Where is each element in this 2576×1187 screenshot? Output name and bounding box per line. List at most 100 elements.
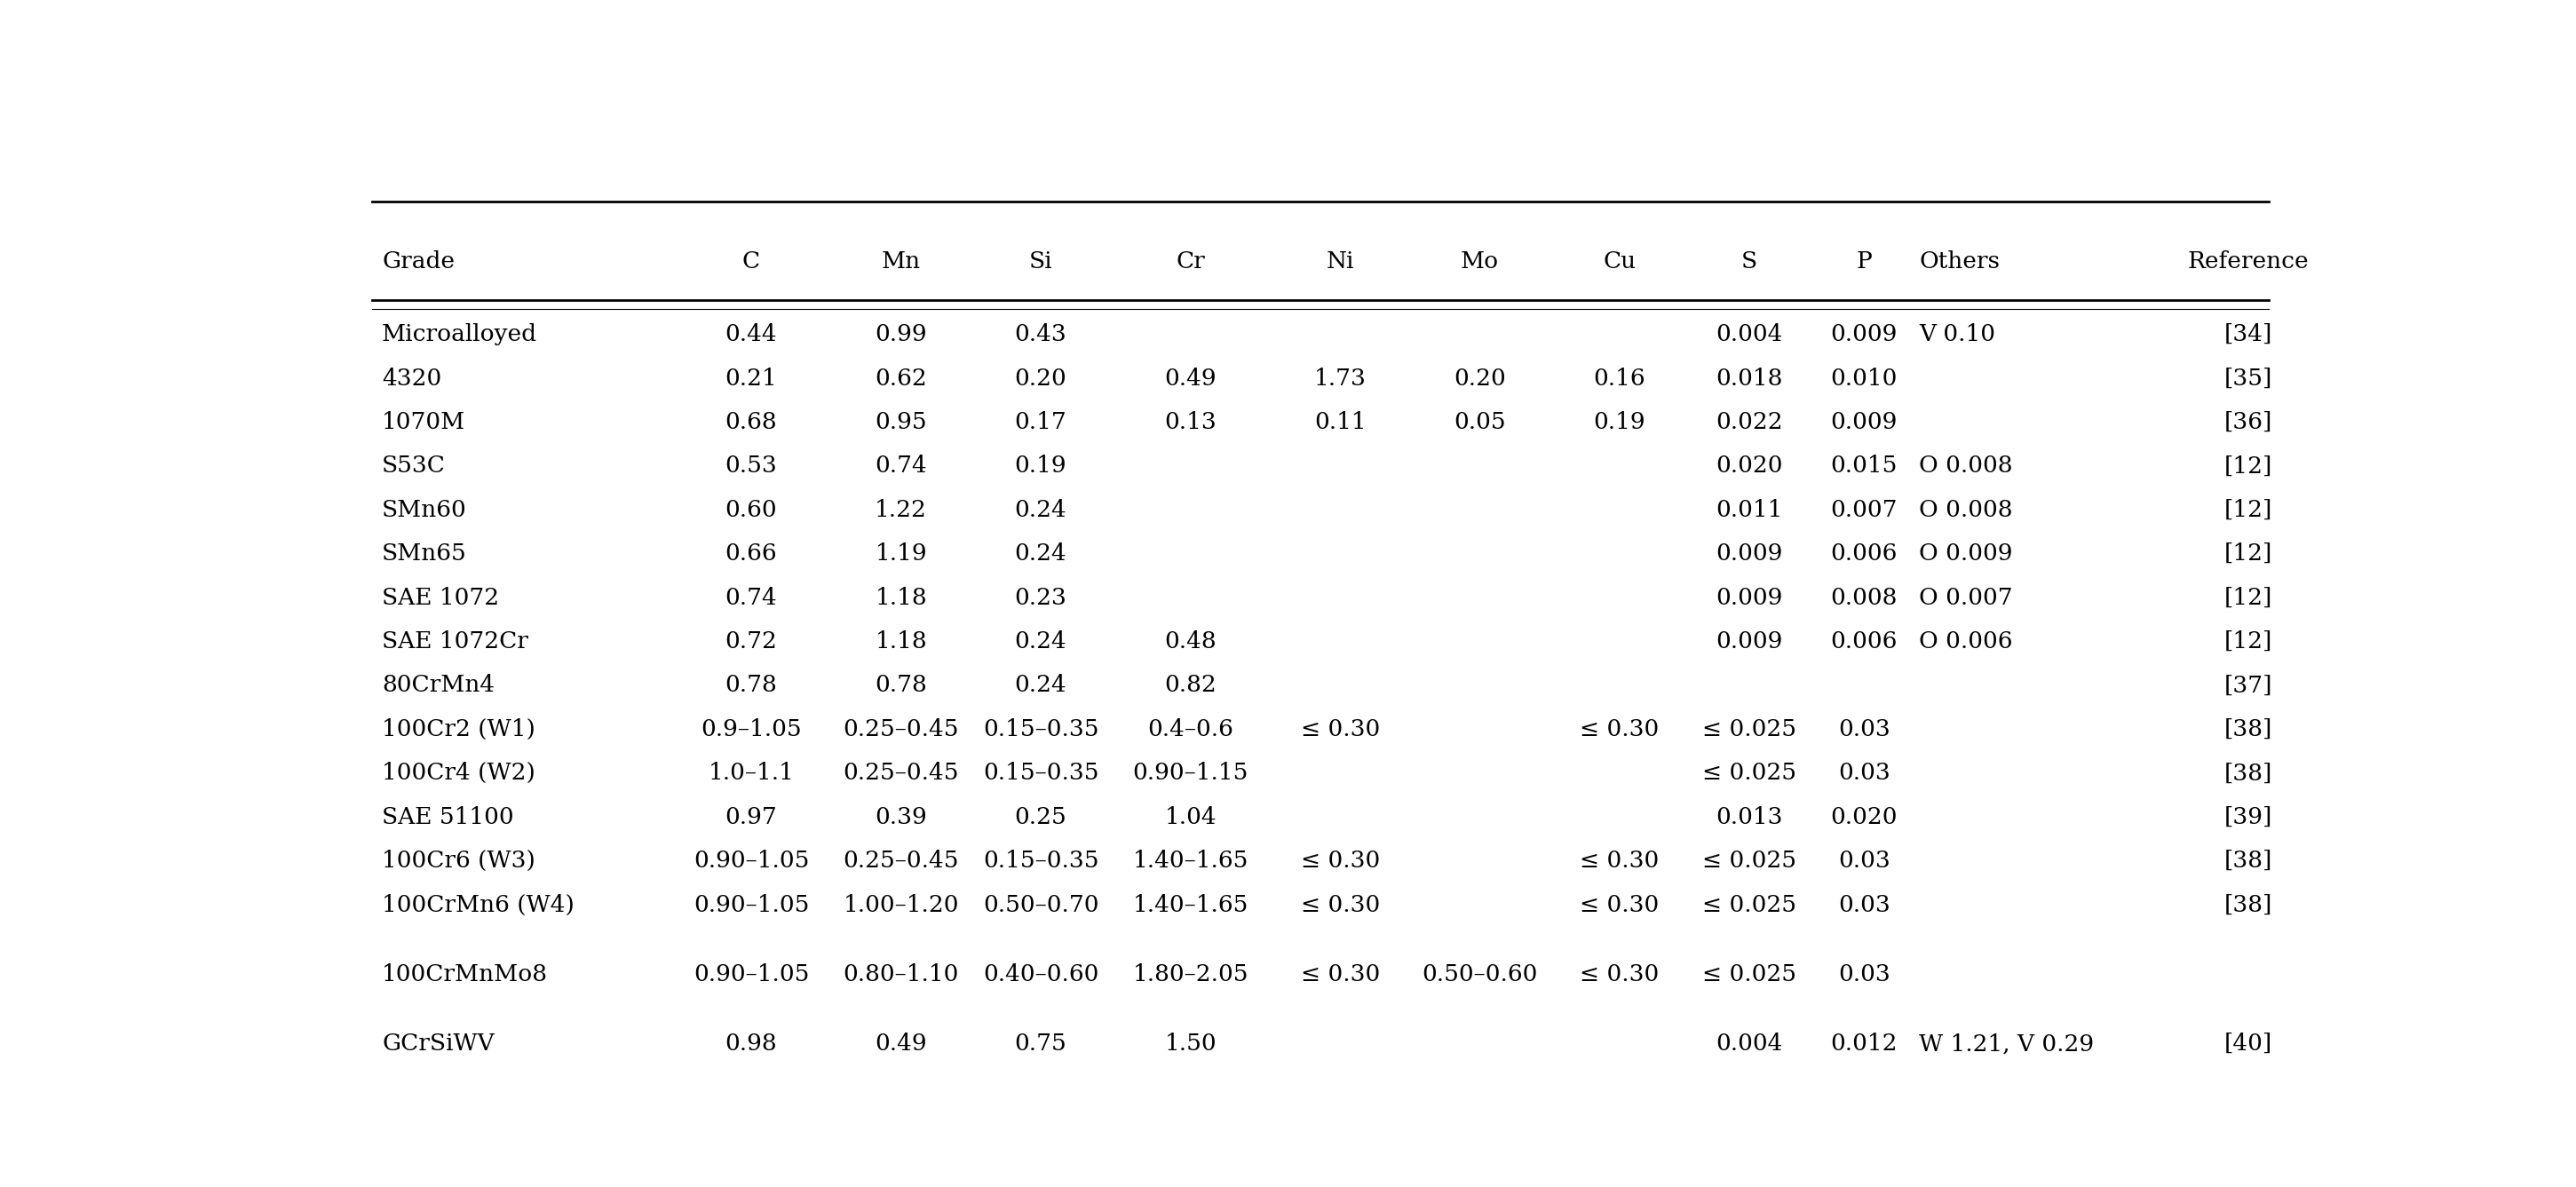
Text: [12]: [12]: [2226, 542, 2272, 565]
Text: 0.004: 0.004: [1716, 1033, 1783, 1055]
Text: 1.22: 1.22: [876, 499, 927, 521]
Text: 0.40–0.60: 0.40–0.60: [984, 963, 1097, 985]
Text: ≤ 0.025: ≤ 0.025: [1703, 718, 1795, 741]
Text: SAE 1072Cr: SAE 1072Cr: [381, 630, 528, 653]
Text: [34]: [34]: [2226, 323, 2272, 345]
Text: ≤ 0.30: ≤ 0.30: [1579, 850, 1659, 872]
Text: [12]: [12]: [2226, 586, 2272, 609]
Text: O 0.007: O 0.007: [1919, 586, 2012, 609]
Text: 0.68: 0.68: [726, 411, 778, 433]
Text: 1.50: 1.50: [1164, 1033, 1216, 1055]
Text: 0.53: 0.53: [724, 455, 778, 477]
Text: Si: Si: [1028, 250, 1054, 272]
Text: [12]: [12]: [2226, 455, 2272, 477]
Text: 0.25–0.45: 0.25–0.45: [842, 850, 958, 872]
Text: 100Cr2 (W1): 100Cr2 (W1): [381, 718, 536, 741]
Text: 0.004: 0.004: [1716, 323, 1783, 345]
Text: ≤ 0.30: ≤ 0.30: [1579, 963, 1659, 985]
Text: 0.009: 0.009: [1832, 323, 1899, 345]
Text: [35]: [35]: [2226, 367, 2272, 389]
Text: C: C: [742, 250, 760, 272]
Text: S53C: S53C: [381, 455, 446, 477]
Text: ≤ 0.025: ≤ 0.025: [1703, 762, 1795, 785]
Text: O 0.008: O 0.008: [1919, 455, 2012, 477]
Text: ≤ 0.025: ≤ 0.025: [1703, 850, 1795, 872]
Text: 0.80–1.10: 0.80–1.10: [842, 963, 958, 985]
Text: 0.21: 0.21: [724, 367, 778, 389]
Text: 0.49: 0.49: [1164, 367, 1216, 389]
Text: 1.40–1.65: 1.40–1.65: [1133, 894, 1249, 916]
Text: V 0.10: V 0.10: [1919, 323, 1996, 345]
Text: 0.015: 0.015: [1832, 455, 1899, 477]
Text: O 0.009: O 0.009: [1919, 542, 2012, 565]
Text: S: S: [1741, 250, 1757, 272]
Text: 0.15–0.35: 0.15–0.35: [984, 762, 1097, 785]
Text: 100CrMnMo8: 100CrMnMo8: [381, 963, 549, 985]
Text: 0.49: 0.49: [876, 1033, 927, 1055]
Text: [36]: [36]: [2226, 411, 2272, 433]
Text: 0.24: 0.24: [1015, 630, 1066, 653]
Text: 0.022: 0.022: [1716, 411, 1783, 433]
Text: 1.0–1.1: 1.0–1.1: [708, 762, 793, 785]
Text: 0.009: 0.009: [1716, 630, 1783, 653]
Text: 0.98: 0.98: [726, 1033, 778, 1055]
Text: [40]: [40]: [2226, 1033, 2272, 1055]
Text: 1.18: 1.18: [876, 630, 927, 653]
Text: 0.013: 0.013: [1716, 806, 1783, 829]
Text: [38]: [38]: [2226, 894, 2272, 916]
Text: 0.99: 0.99: [876, 323, 927, 345]
Text: O 0.008: O 0.008: [1919, 499, 2012, 521]
Text: 0.020: 0.020: [1832, 806, 1899, 829]
Text: ≤ 0.30: ≤ 0.30: [1579, 894, 1659, 916]
Text: 0.74: 0.74: [876, 455, 927, 477]
Text: 0.23: 0.23: [1015, 586, 1066, 609]
Text: ≤ 0.30: ≤ 0.30: [1301, 963, 1381, 985]
Text: 0.50–0.70: 0.50–0.70: [984, 894, 1097, 916]
Text: P: P: [1857, 250, 1873, 272]
Text: Microalloyed: Microalloyed: [381, 323, 538, 345]
Text: 0.03: 0.03: [1839, 762, 1891, 785]
Text: ≤ 0.30: ≤ 0.30: [1301, 718, 1381, 741]
Text: 0.74: 0.74: [724, 586, 778, 609]
Text: 0.03: 0.03: [1839, 850, 1891, 872]
Text: 1.80–2.05: 1.80–2.05: [1133, 963, 1249, 985]
Text: 100Cr6 (W3): 100Cr6 (W3): [381, 850, 536, 872]
Text: 0.44: 0.44: [726, 323, 778, 345]
Text: Grade: Grade: [381, 250, 456, 272]
Text: SMn60: SMn60: [381, 499, 466, 521]
Text: 0.011: 0.011: [1716, 499, 1783, 521]
Text: 0.010: 0.010: [1832, 367, 1899, 389]
Text: 0.03: 0.03: [1839, 718, 1891, 741]
Text: GCrSiWV: GCrSiWV: [381, 1033, 495, 1055]
Text: 0.24: 0.24: [1015, 674, 1066, 697]
Text: 0.05: 0.05: [1453, 411, 1507, 433]
Text: 0.90–1.05: 0.90–1.05: [693, 850, 809, 872]
Text: 0.60: 0.60: [726, 499, 778, 521]
Text: 0.006: 0.006: [1832, 630, 1899, 653]
Text: 100Cr4 (W2): 100Cr4 (W2): [381, 762, 536, 785]
Text: ≤ 0.30: ≤ 0.30: [1301, 850, 1381, 872]
Text: 0.20: 0.20: [1453, 367, 1507, 389]
Text: Reference: Reference: [2187, 250, 2308, 272]
Text: 0.4–0.6: 0.4–0.6: [1146, 718, 1234, 741]
Text: 0.03: 0.03: [1839, 894, 1891, 916]
Text: W 1.21, V 0.29: W 1.21, V 0.29: [1919, 1033, 2094, 1055]
Text: Mo: Mo: [1461, 250, 1499, 272]
Text: [38]: [38]: [2226, 762, 2272, 785]
Text: ≤ 0.30: ≤ 0.30: [1579, 718, 1659, 741]
Text: 0.009: 0.009: [1832, 411, 1899, 433]
Text: 0.72: 0.72: [724, 630, 778, 653]
Text: [12]: [12]: [2226, 499, 2272, 521]
Text: SAE 1072: SAE 1072: [381, 586, 500, 609]
Text: 0.009: 0.009: [1716, 542, 1783, 565]
Text: 0.19: 0.19: [1595, 411, 1646, 433]
Text: 0.50–0.60: 0.50–0.60: [1422, 963, 1538, 985]
Text: 80CrMn4: 80CrMn4: [381, 674, 495, 697]
Text: 1.73: 1.73: [1314, 367, 1365, 389]
Text: 0.39: 0.39: [876, 806, 927, 829]
Text: 0.43: 0.43: [1015, 323, 1066, 345]
Text: 0.24: 0.24: [1015, 499, 1066, 521]
Text: 0.009: 0.009: [1716, 586, 1783, 609]
Text: 0.15–0.35: 0.15–0.35: [984, 718, 1097, 741]
Text: 0.78: 0.78: [876, 674, 927, 697]
